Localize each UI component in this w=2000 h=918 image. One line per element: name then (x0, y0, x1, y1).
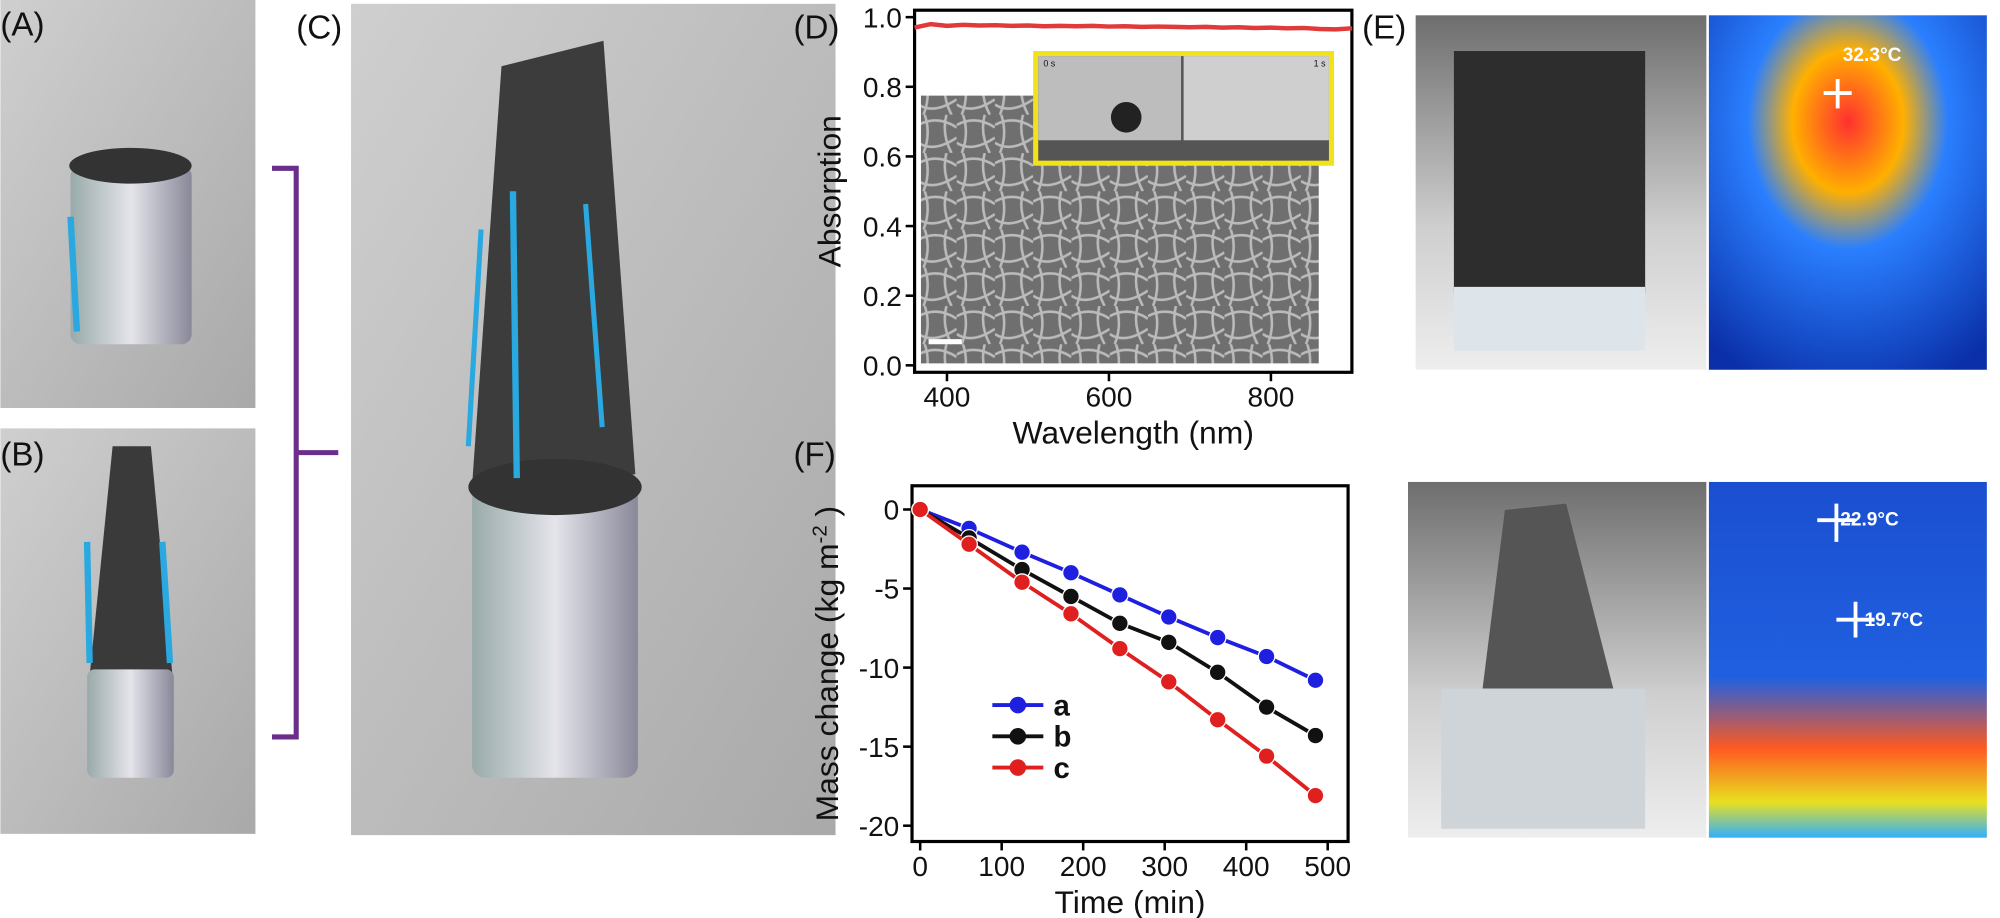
thermal-image (1708, 481, 1987, 838)
legend-marker (1009, 696, 1027, 714)
data-point (1159, 633, 1178, 652)
y-tick-label: 0.4 (863, 211, 902, 242)
legend-label: b (1054, 721, 1072, 754)
series-line (914, 21, 1353, 32)
data-point (1306, 726, 1325, 745)
x-tick-label: 800 (1248, 382, 1295, 413)
legend-label: c (1054, 752, 1070, 785)
panel-label: (C) (296, 9, 342, 46)
legend-marker (1009, 728, 1027, 745)
top (468, 459, 642, 516)
x-tick-label: 500 (1304, 851, 1351, 882)
arrow (83, 541, 93, 664)
bracket (271, 165, 339, 740)
crosshair (1817, 79, 1875, 638)
y-axis-label-end: ) (809, 506, 845, 525)
plate (89, 446, 173, 676)
arrow (159, 541, 174, 664)
data-point (1110, 639, 1129, 658)
container (1441, 688, 1646, 829)
data-point (1062, 563, 1080, 582)
data-point (1110, 614, 1129, 633)
temperature-label: 19.7°C (1864, 610, 1923, 631)
y-tick-label: 1.0 (863, 2, 902, 33)
y-tick-label: -15 (859, 732, 900, 763)
data-point (1306, 671, 1325, 690)
y-tick-label: 0.8 (863, 72, 902, 103)
container (1453, 286, 1646, 351)
scale-bar (928, 339, 962, 345)
plate (1479, 503, 1614, 714)
top (69, 147, 192, 184)
thermal-image (1708, 15, 1987, 370)
y-axis-label: Mass change (kg m-2 ) (809, 506, 845, 822)
y-axis-label-text: Absorption (812, 115, 848, 267)
y-tick-label: 0 (884, 495, 900, 526)
axes-frame (912, 8, 1354, 374)
panel-label: (A) (0, 7, 44, 44)
data-point (1159, 608, 1178, 626)
cylinder (472, 484, 638, 778)
data-point (1013, 573, 1031, 592)
arrow (465, 229, 484, 447)
y-tick-label: -5 (874, 574, 899, 605)
data-point (1257, 698, 1276, 717)
x-axis-label: Wavelength (nm) (1013, 415, 1254, 451)
data-point (1306, 786, 1325, 805)
data-point (911, 500, 930, 519)
data-point (960, 535, 979, 554)
legend-label: a (1054, 689, 1071, 722)
panel-label: (F) (793, 436, 835, 473)
x-tick-label: 400 (924, 382, 971, 413)
data-point (1110, 585, 1129, 604)
data-point (1257, 647, 1276, 666)
y-tick-label: 0.2 (863, 281, 902, 312)
temperature-label: 22.9°C (1840, 509, 1899, 530)
temperature-label: 32.3°C (1843, 45, 1902, 66)
x-tick-label: 400 (1223, 851, 1270, 882)
x-tick-label: 300 (1141, 851, 1188, 882)
arrow (583, 203, 605, 428)
x-tick-label: 100 (978, 851, 1025, 882)
inset-time: 1 s (1314, 58, 1326, 68)
x-tick-label: 0 (912, 851, 928, 882)
panel-label: (D) (793, 9, 839, 46)
data-point (1013, 543, 1031, 562)
x-axis-label: Time (min) (1055, 884, 1206, 918)
x-tick-label: 600 (1086, 382, 1133, 413)
droplet (1110, 102, 1142, 133)
data-point (1062, 604, 1080, 623)
panel-label: (B) (0, 436, 44, 473)
y-tick-label: -20 (859, 811, 900, 842)
x-tick-label: 200 (1060, 851, 1107, 882)
y-tick-label: 0.0 (863, 351, 902, 382)
foam (1453, 51, 1646, 294)
arrow (509, 191, 520, 479)
data-point (1257, 747, 1276, 766)
y-axis-label-sup: -2 (810, 525, 832, 543)
inset-time: 0 s (1043, 58, 1055, 68)
bg (1183, 56, 1329, 141)
bg (1038, 56, 1182, 141)
data-point (1062, 587, 1080, 606)
cylinder (70, 165, 192, 345)
y-axis-label-text: Mass change (kg m (809, 543, 845, 821)
data-point (1159, 672, 1178, 691)
panel-label: (E) (1362, 9, 1406, 46)
y-axis-label: Absorption (812, 115, 848, 267)
cylinder (87, 669, 174, 778)
y-tick-label: -10 (859, 653, 900, 684)
data-point (1208, 628, 1227, 647)
data-point (1208, 663, 1227, 682)
arrow (67, 216, 81, 332)
legend-marker (1009, 759, 1027, 776)
data-point (1208, 710, 1227, 729)
axes-frame (910, 484, 1350, 844)
y-tick-label: 0.6 (863, 142, 902, 173)
